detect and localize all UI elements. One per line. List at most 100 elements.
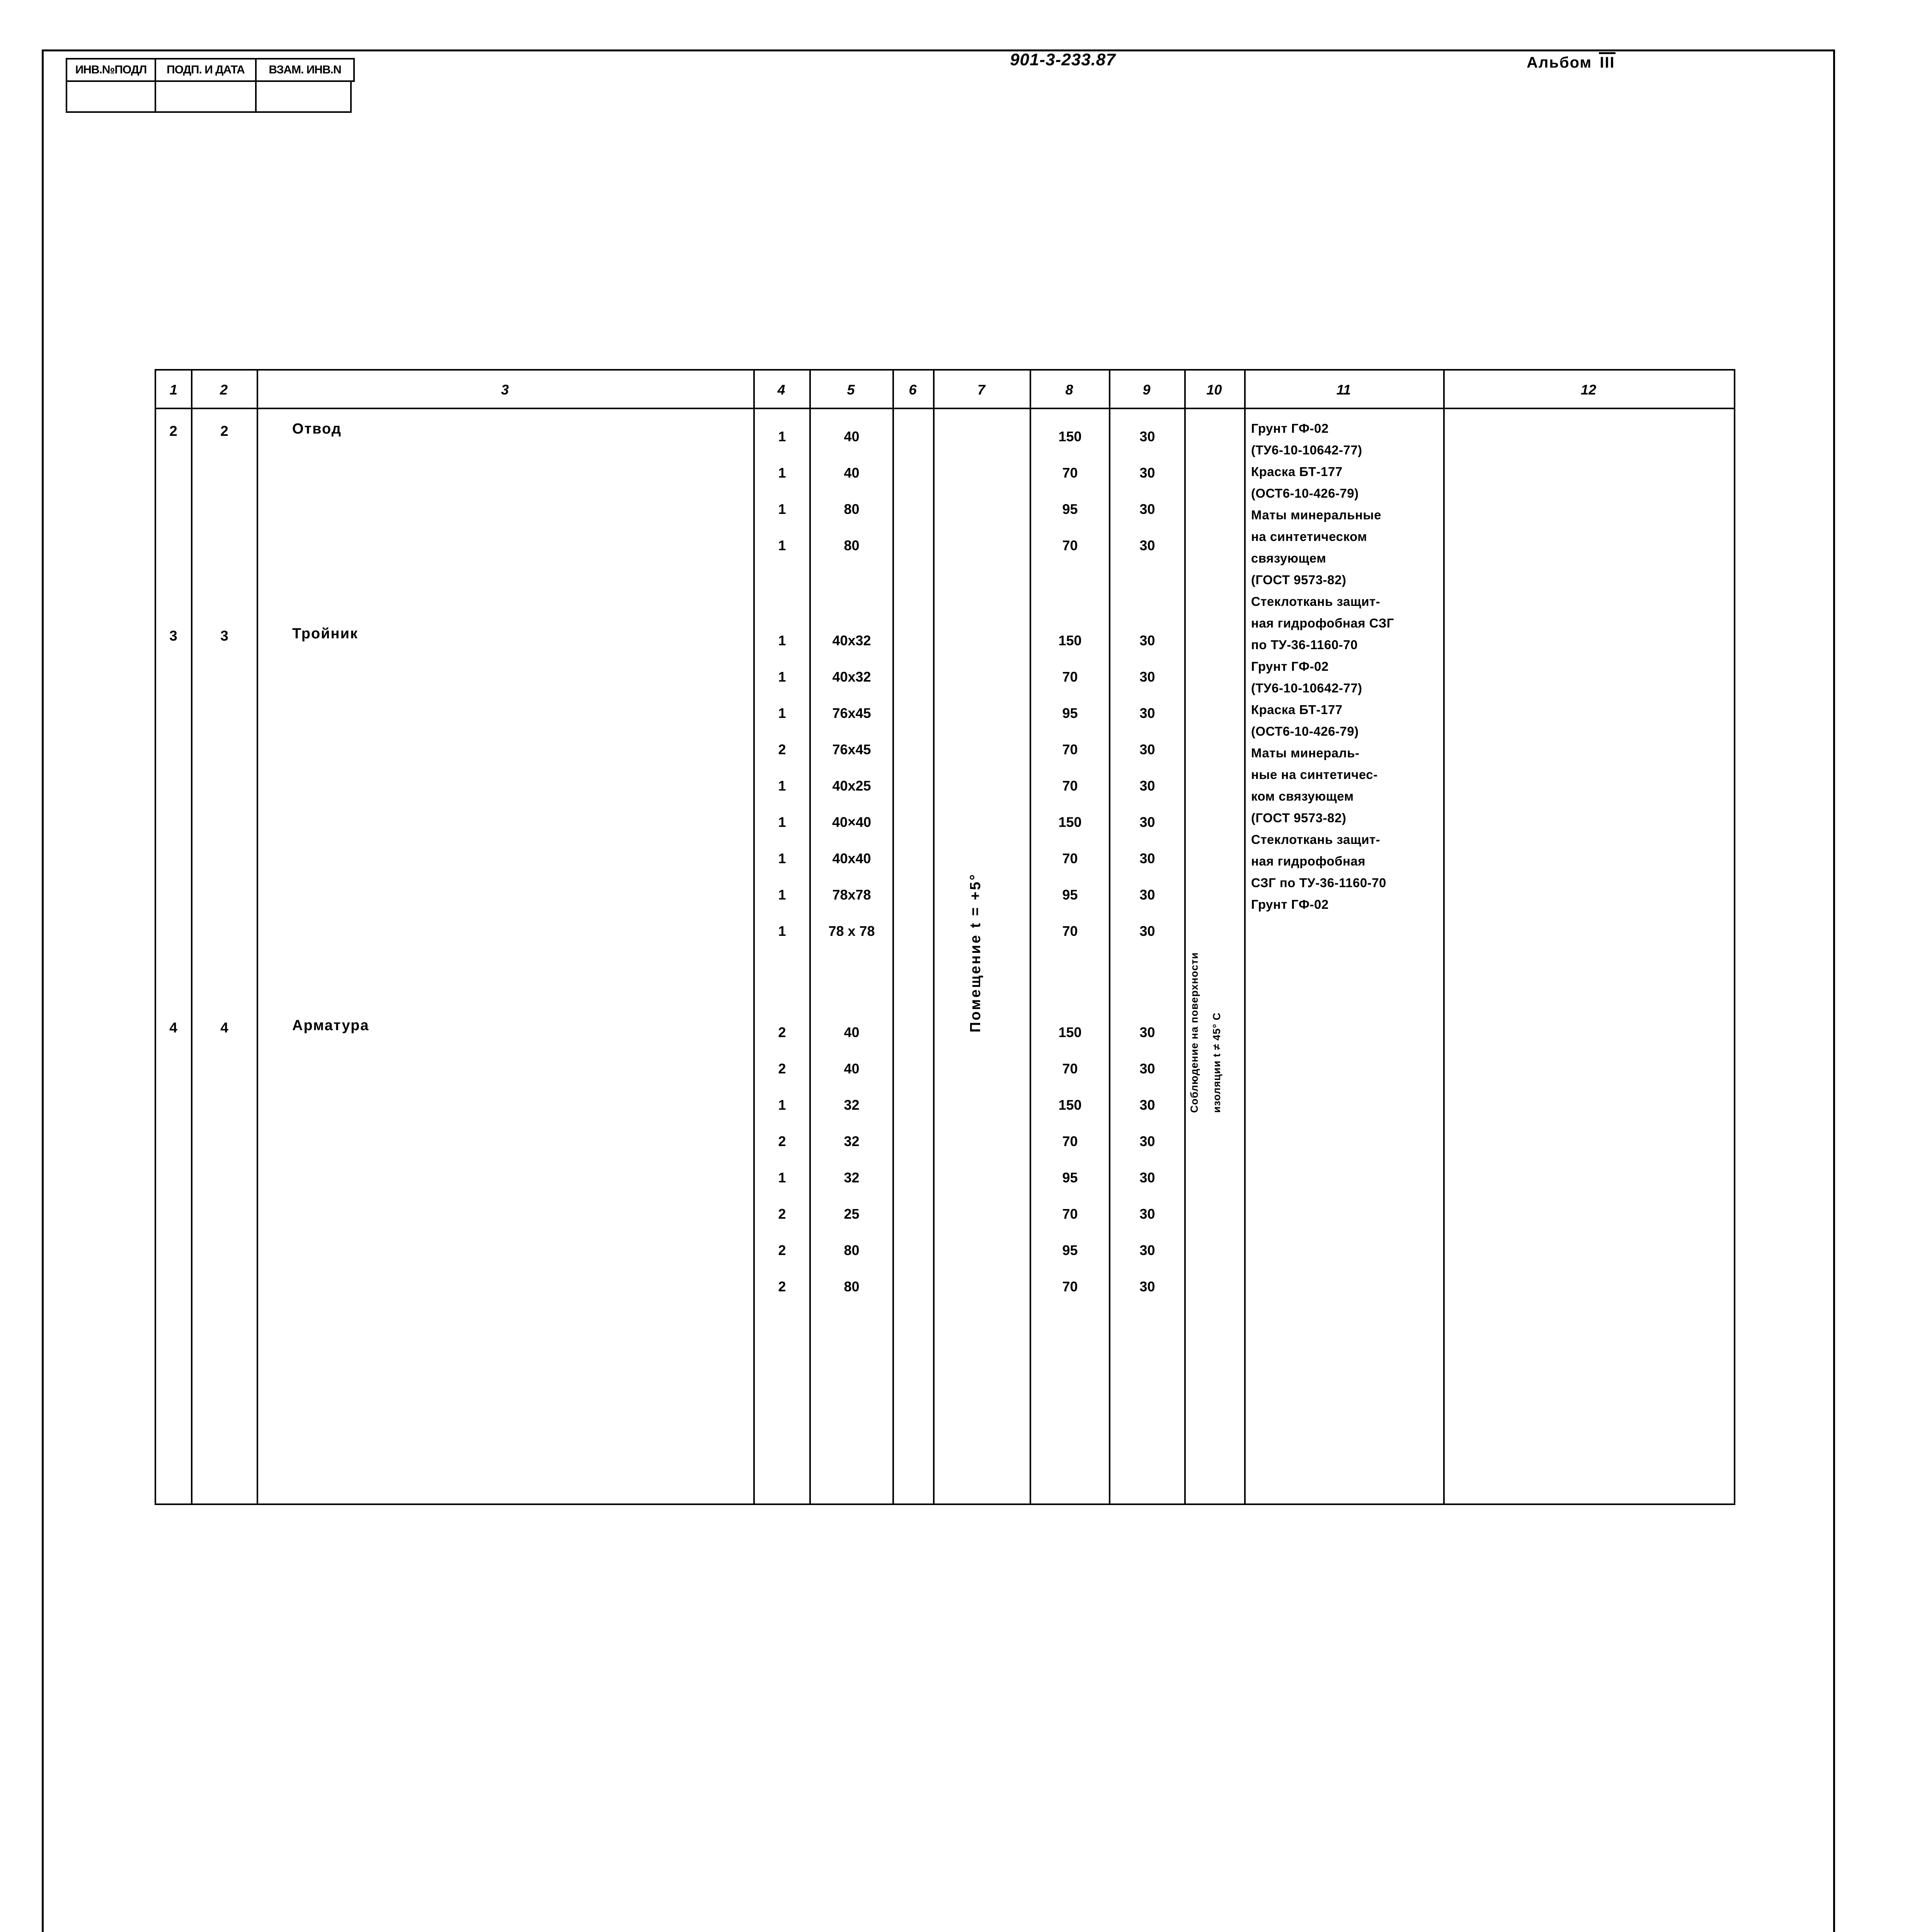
col-header-8: 8 [1065,382,1073,398]
col1-body: 2 3 4 [156,409,191,1503]
col9-cell: 30 [1139,1097,1155,1113]
col-header-12: 12 [1580,382,1597,398]
col-sep-3 [753,371,755,1503]
qty-cell: 2 [778,1133,786,1149]
col5-body: 40 40 80 80 40x32 40x32 76x45 76x45 40x2… [811,409,892,1503]
col8-cell: 150 [1058,429,1082,444]
size-stack-otvod: 40 40 80 80 [811,418,892,564]
col-sep-11 [1443,371,1445,1503]
col9-cell: 30 [1139,778,1155,794]
col8-stack-armatura: 150 70 150 70 95 70 95 70 [1031,1014,1109,1305]
col8-cell: 70 [1062,778,1078,794]
size-stack-armatura: 40 40 32 32 32 25 80 80 [811,1014,892,1305]
qty-cell: 1 [778,537,786,553]
spec-line: Грунт ГФ-02 [1251,897,1329,912]
col9-cell: 30 [1139,1279,1155,1294]
album-number: III [1599,52,1616,71]
album-label: Альбом III [1527,52,1616,71]
size-cell: 80 [844,501,860,517]
spec-line: ком связующем [1251,789,1354,803]
col8-cell: 95 [1062,1170,1078,1185]
pos-row-4: 4 [169,1020,178,1036]
col8-cell: 95 [1062,887,1078,903]
col-header-10: 10 [1206,382,1222,398]
size-cell: 32 [844,1097,860,1113]
spec-line: связующем [1251,551,1326,565]
col9-cell: 30 [1139,537,1155,553]
col-sep-10 [1244,371,1246,1503]
top-stamp-strip: ИНВ.№ПОДЛ ПОДП. И ДАТА ВЗАМ. ИНВ.N [66,58,355,82]
col8-cell: 70 [1062,669,1078,685]
col9-stack-armatura: 30 30 30 30 30 30 30 30 [1110,1014,1184,1305]
col9-cell: 30 [1139,1061,1155,1077]
size-cell: 40 [844,465,860,481]
col7-body: Помещение t = +5° [935,409,1030,1503]
col-header-11: 11 [1336,382,1351,398]
col-sep-2 [257,371,258,1503]
col-header-5: 5 [847,382,855,398]
surface-condition-note-line1: Соблюдение на поверхности [1188,952,1200,1113]
spec-line: Краска БТ-177 [1251,702,1343,717]
album-word: Альбом [1527,54,1592,71]
size-cell: 40x32 [832,633,871,648]
spec-line: (ТУ6-10-10642-77) [1251,443,1362,457]
qty-cell: 1 [778,429,786,444]
spec-line: по ТУ-36-1160-70 [1251,638,1358,652]
spec-line: (ОСТ6-10-426-79) [1251,486,1359,500]
pos-row-3: 3 [169,628,178,644]
spec-line: ные на синтетичес- [1251,767,1378,782]
size-cell: 76x45 [832,742,871,757]
size-cell: 40x25 [832,778,871,794]
col8-stack-troynik: 150 70 95 70 70 150 70 95 70 [1031,622,1109,949]
col9-cell: 30 [1139,429,1155,444]
qty-cell: 2 [778,1206,786,1222]
item-name-otvod: Отвод [292,421,342,437]
col-sep-5 [892,371,894,1503]
spec-line: Стеклоткань защит- [1251,832,1381,847]
col9-cell: 30 [1139,850,1155,866]
col9-cell: 30 [1139,705,1155,721]
col-header-7: 7 [977,382,986,398]
col8-cell: 70 [1062,742,1078,757]
qty-cell: 2 [778,1061,786,1077]
qty-stack-armatura: 2 2 1 2 1 2 2 2 [755,1014,809,1305]
qty-cell: 1 [778,887,786,903]
col9-cell: 30 [1139,1170,1155,1185]
stamp-inv-podl: ИНВ.№ПОДЛ [67,60,156,80]
spec-line: Стеклоткань защит- [1251,594,1381,609]
col-sep-6 [933,371,935,1503]
col8-body: 150 70 95 70 150 70 95 70 70 150 70 95 7… [1031,409,1109,1503]
item-name-armatura: Арматура [292,1017,369,1034]
qty-cell: 2 [778,1279,786,1294]
col8-cell: 70 [1062,1133,1078,1149]
col9-cell: 30 [1139,1206,1155,1222]
col9-cell: 30 [1139,1133,1155,1149]
sheet-frame-top-edge [42,49,1835,51]
col4-body: 1 1 1 1 1 1 1 2 1 1 1 1 1 2 2 1 2 1 [755,409,809,1503]
col8-cell: 150 [1058,814,1082,830]
num-row-2: 2 [220,423,229,439]
qty-cell: 2 [778,1242,786,1258]
spec-line: (ГОСТ 9573-82) [1251,573,1347,587]
col8-cell: 70 [1062,1206,1078,1222]
pos-row-2: 2 [169,423,178,439]
qty-cell: 1 [778,1170,786,1185]
stamp-podp-i-data: ПОДП. И ДАТА [156,60,257,80]
spec-line: СЗГ по ТУ-36-1160-70 [1251,876,1386,890]
size-cell: 40 [844,429,860,444]
size-cell: 40×40 [832,814,872,830]
size-cell: 40 [844,1024,860,1040]
col9-cell: 30 [1139,742,1155,757]
stamp-cell-empty-2 [155,82,255,113]
col11-body: Грунт ГФ-02 (ТУ6-10-10642-77) Краска БТ-… [1246,409,1443,1503]
col9-cell: 30 [1139,633,1155,648]
col-sep-7 [1030,371,1031,1503]
qty-cell: 1 [778,923,786,939]
col9-cell: 30 [1139,923,1155,939]
qty-cell: 1 [778,669,786,685]
qty-cell: 1 [778,501,786,517]
col8-cell: 150 [1058,633,1082,648]
col9-cell: 30 [1139,669,1155,685]
size-cell: 78 x 78 [828,923,875,939]
size-cell: 76x45 [832,705,871,721]
